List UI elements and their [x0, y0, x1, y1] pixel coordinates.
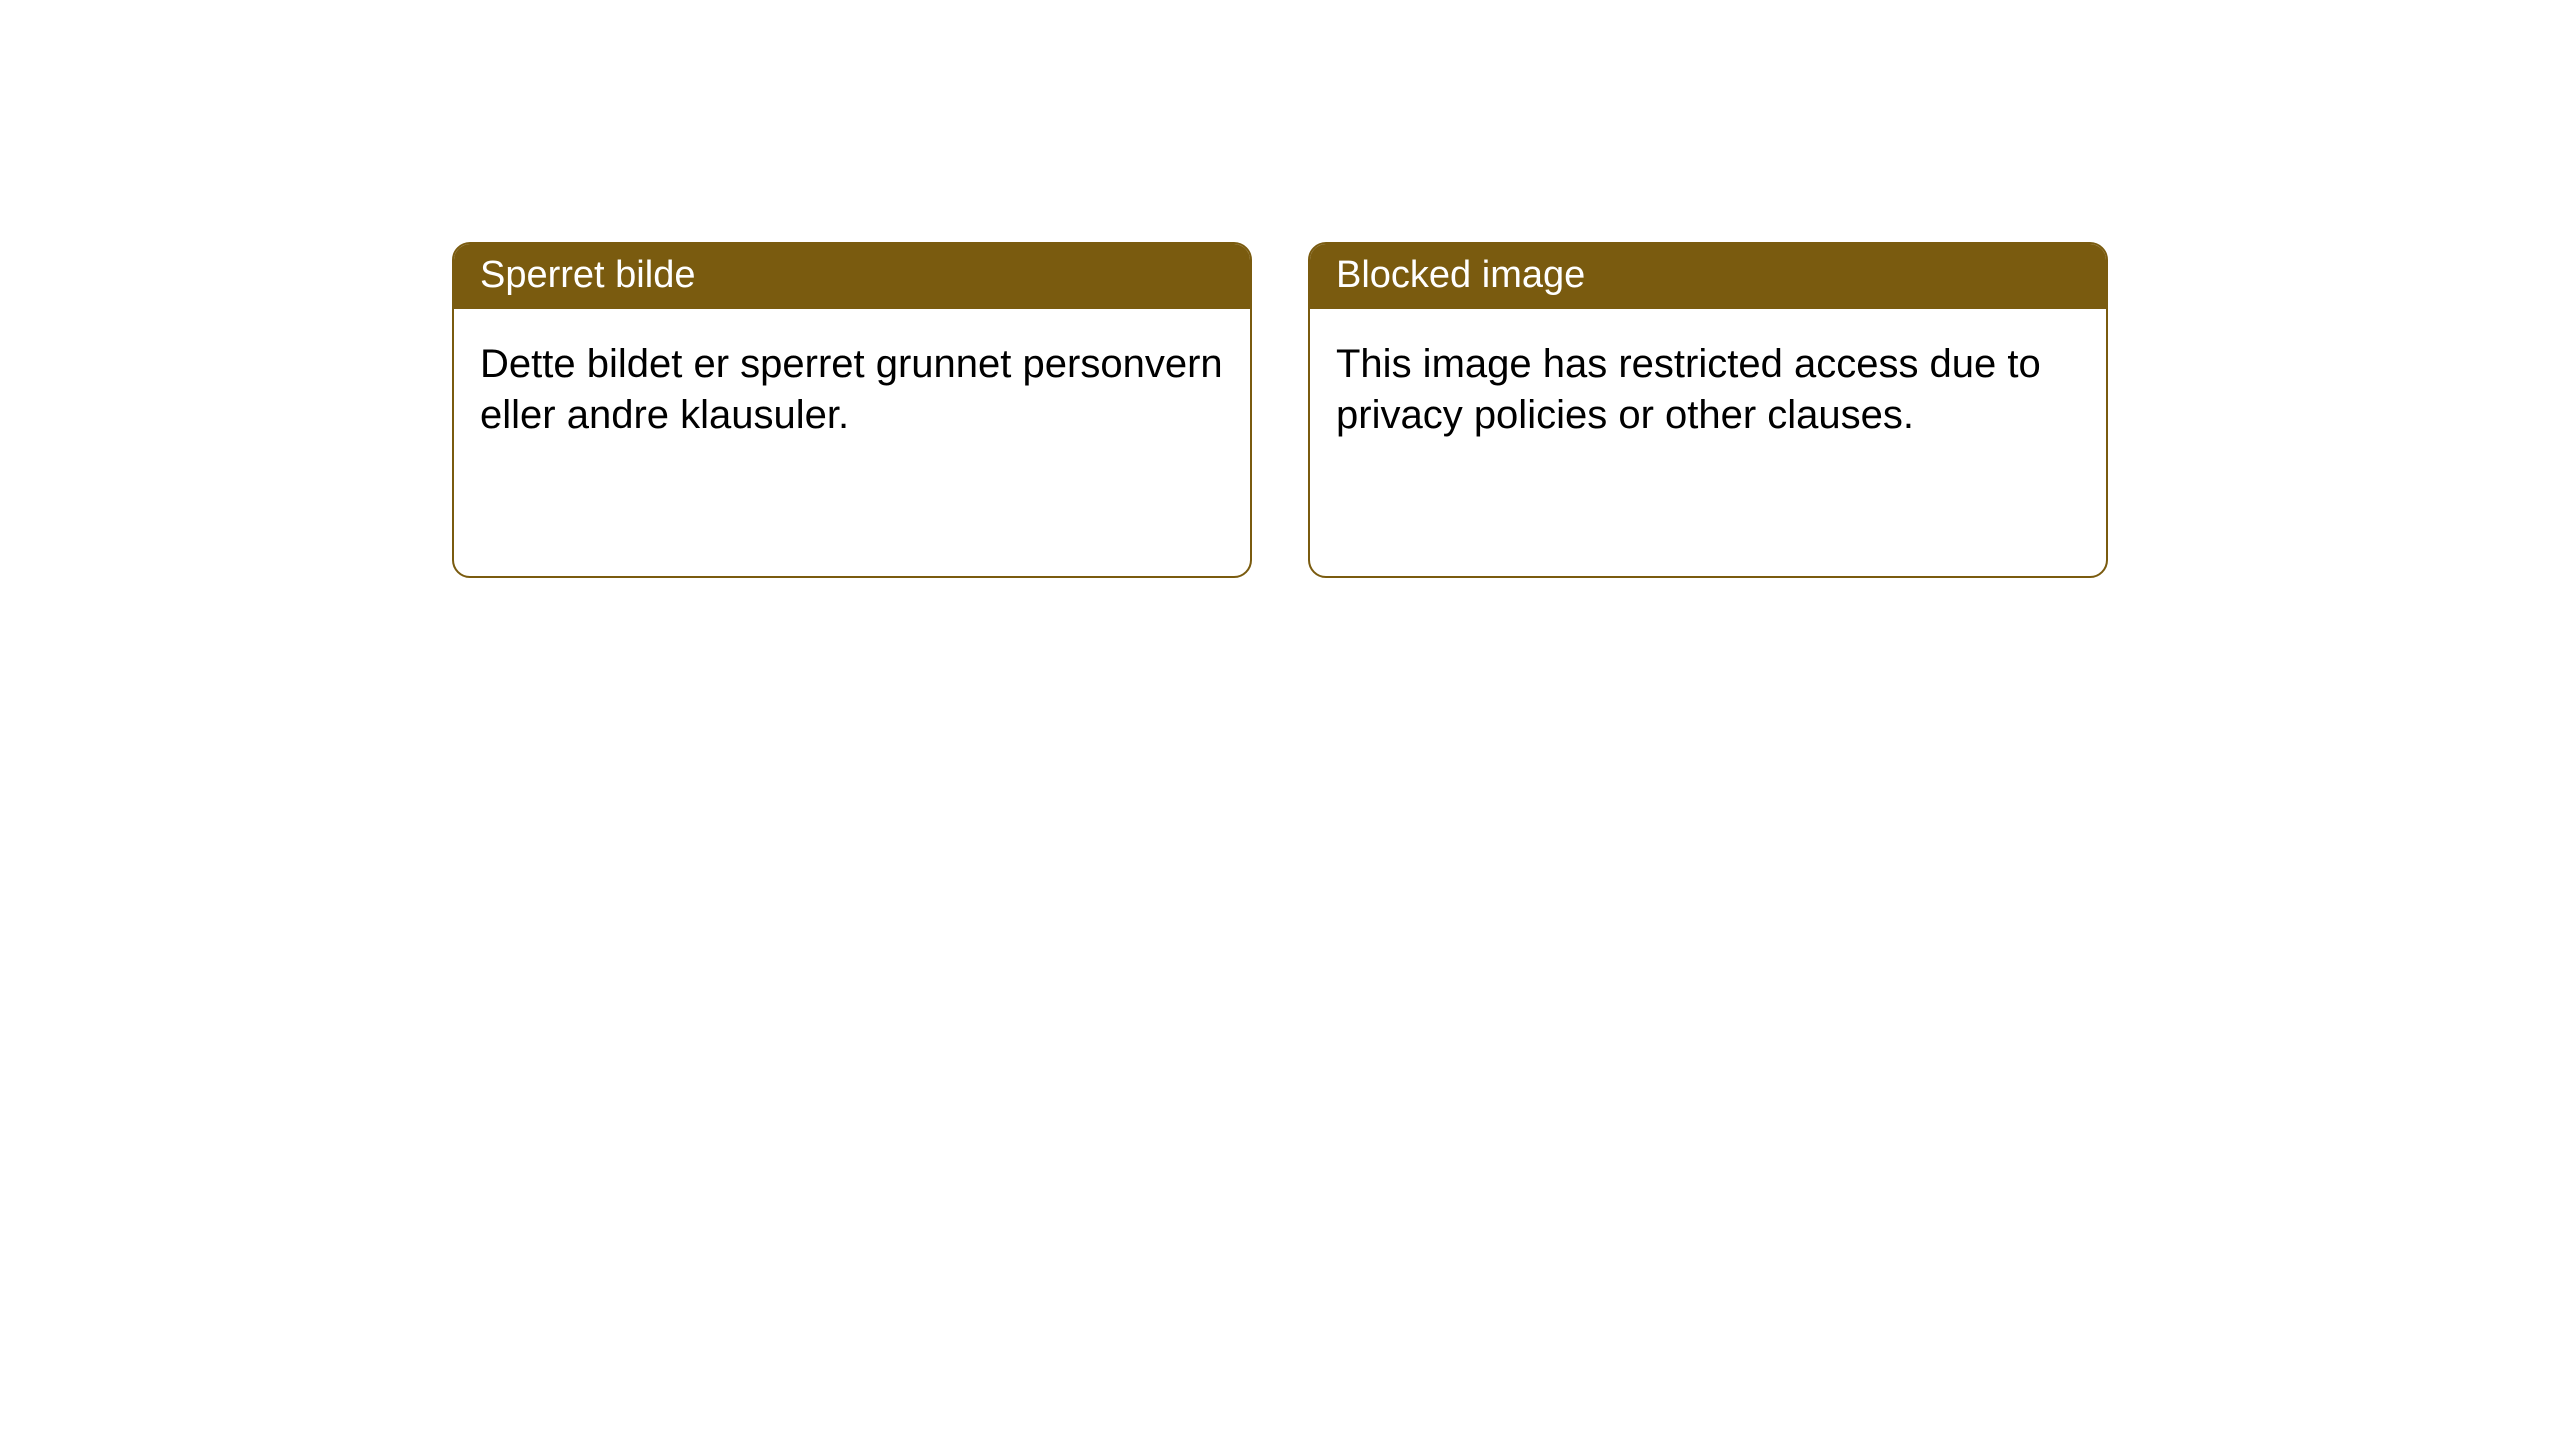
notice-title-norwegian: Sperret bilde [480, 254, 695, 296]
notice-text-norwegian: Dette bildet er sperret grunnet personve… [480, 342, 1223, 437]
notice-body-english: This image has restricted access due to … [1310, 309, 2106, 471]
notice-box-norwegian: Sperret bilde Dette bildet er sperret gr… [452, 242, 1252, 578]
notice-header-norwegian: Sperret bilde [454, 244, 1250, 309]
notice-container: Sperret bilde Dette bildet er sperret gr… [0, 0, 2560, 578]
notice-body-norwegian: Dette bildet er sperret grunnet personve… [454, 309, 1250, 471]
notice-title-english: Blocked image [1336, 254, 1585, 296]
notice-box-english: Blocked image This image has restricted … [1308, 242, 2108, 578]
notice-header-english: Blocked image [1310, 244, 2106, 309]
notice-text-english: This image has restricted access due to … [1336, 342, 2041, 437]
